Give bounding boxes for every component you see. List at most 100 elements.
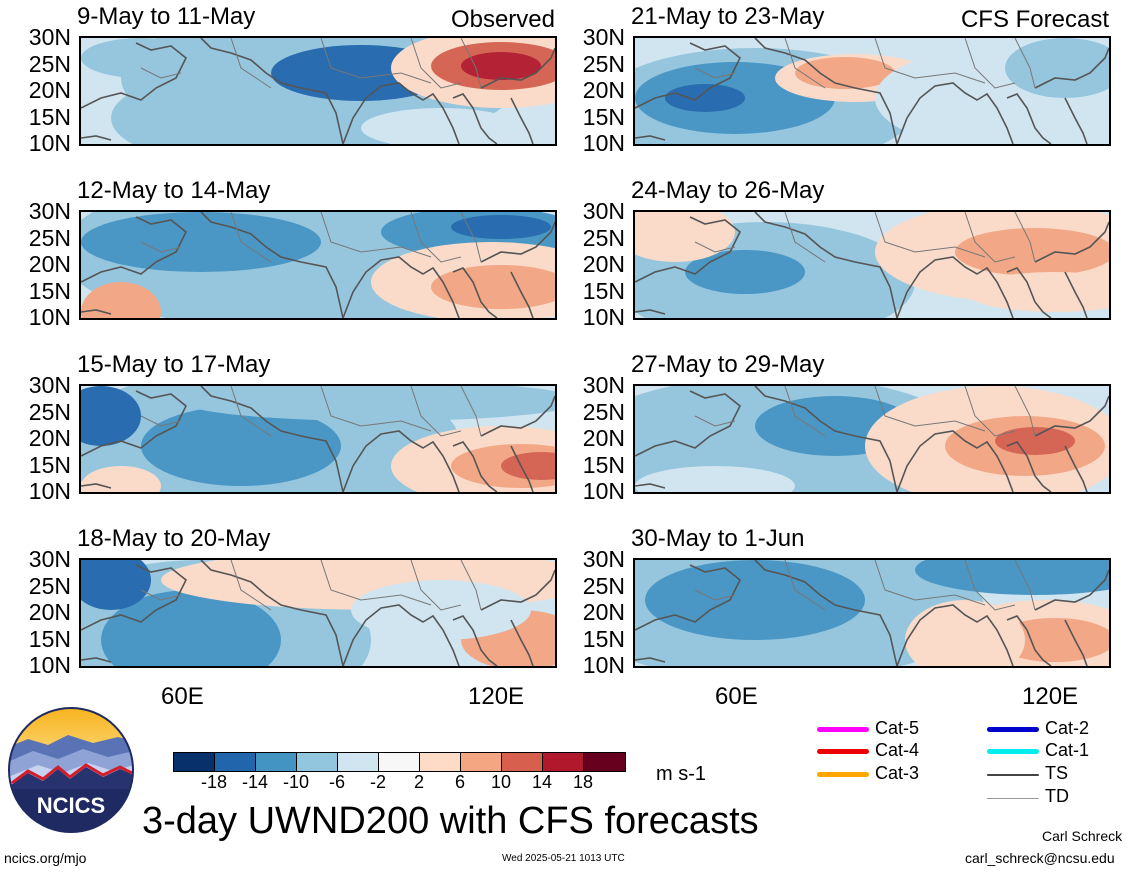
lat-tick-label: 30N — [582, 24, 625, 50]
colorbar-units: m s-1 — [656, 763, 706, 785]
lat-tick-label: 20N — [582, 251, 625, 277]
lat-tick-label: 30N — [28, 546, 71, 572]
colorbar-swatch — [543, 753, 584, 771]
panel-title: 15-May to 17-May — [77, 351, 271, 378]
lat-tick-label: 15N — [28, 103, 71, 130]
lon-tick-label: 60E — [161, 683, 204, 710]
lat-tick-label: 25N — [582, 398, 625, 425]
footer-timestamp: Wed 2025-05-21 1013 UTC — [502, 853, 625, 864]
lat-tick-label: 10N — [582, 130, 625, 156]
legend-label: Cat-4 — [875, 740, 920, 760]
lat-tick-label: 20N — [582, 77, 625, 103]
colorbar-tick-label: 2 — [413, 772, 424, 792]
lat-tick-label: 10N — [28, 304, 71, 330]
colorbar — [173, 752, 626, 772]
colorbar-swatch — [420, 753, 461, 771]
panel-title: 12-May to 14-May — [77, 177, 271, 204]
lat-tick-label: 10N — [28, 478, 71, 504]
lat-tick-label: 15N — [28, 277, 71, 304]
legend-line-cat-3 — [817, 772, 869, 777]
legend-label: TS — [1045, 763, 1069, 783]
lon-tick-label: 60E — [715, 683, 758, 710]
lon-tick-label: 120E — [1022, 683, 1079, 710]
ncics-logo: NCICS — [8, 707, 134, 833]
lat-tick-label: 15N — [28, 625, 71, 652]
lat-tick-label: 20N — [28, 77, 71, 103]
map-panel — [79, 36, 557, 146]
lat-tick-label: 15N — [582, 277, 625, 304]
legend-label: Cat-2 — [1045, 718, 1090, 738]
map-panel — [79, 384, 557, 494]
lat-tick-label: 15N — [582, 451, 625, 478]
map-panel — [633, 558, 1111, 668]
lat-tick-label: 30N — [582, 372, 625, 398]
legend-label: Cat-5 — [875, 718, 920, 738]
legend-line-cat-4 — [817, 749, 869, 754]
legend-line-cat-5 — [817, 727, 869, 732]
main-title: 3-day UWND200 with CFS forecasts — [142, 800, 759, 842]
colorbar-swatch — [297, 753, 338, 771]
lat-tick-label: 25N — [28, 50, 71, 77]
lat-tick-label: 15N — [582, 625, 625, 652]
lat-tick-label: 30N — [28, 372, 71, 398]
footer-email: carl_schreck@ncsu.edu — [965, 850, 1115, 866]
lat-tick-label: 20N — [582, 599, 625, 625]
panel-title: 30-May to 1-Jun — [631, 525, 805, 552]
lat-tick-label: 25N — [28, 398, 71, 425]
colorbar-swatch — [502, 753, 543, 771]
lat-tick-label: 10N — [582, 652, 625, 678]
lat-tick-label: 10N — [28, 652, 71, 678]
lat-tick-label: 15N — [28, 451, 71, 478]
panel-source-label: Observed — [450, 6, 555, 33]
legend-label: TD — [1045, 786, 1069, 806]
footer-url: ncics.org/mjo — [4, 850, 87, 866]
panel-title: 9-May to 11-May — [77, 3, 256, 30]
lon-tick-label: 120E — [468, 683, 525, 710]
map-panel — [633, 36, 1111, 146]
colorbar-tick-label: -6 — [328, 772, 345, 792]
colorbar-swatch — [584, 753, 625, 771]
lat-tick-label: 25N — [582, 50, 625, 77]
map-panel — [633, 384, 1111, 494]
panel-title: 18-May to 20-May — [77, 525, 271, 552]
colorbar-swatch — [174, 753, 215, 771]
legend-line-ts — [987, 774, 1039, 776]
legend-line-cat-1 — [987, 749, 1039, 754]
colorbar-swatch — [461, 753, 502, 771]
colorbar-tick-label: 18 — [572, 772, 594, 792]
panel-source-label: CFS Forecast — [960, 6, 1109, 33]
panel-title: 24-May to 26-May — [631, 177, 825, 204]
lat-tick-label: 30N — [582, 198, 625, 224]
lat-tick-label: 10N — [582, 304, 625, 330]
lat-tick-label: 20N — [28, 251, 71, 277]
lat-tick-label: 25N — [28, 224, 71, 251]
lat-tick-label: 25N — [582, 224, 625, 251]
lat-tick-label: 20N — [582, 425, 625, 451]
lat-tick-label: 10N — [582, 478, 625, 504]
colorbar-swatch — [379, 753, 420, 771]
legend-line-td — [987, 798, 1039, 799]
lat-tick-label: 25N — [582, 572, 625, 599]
map-panel — [79, 558, 557, 668]
lat-tick-label: 15N — [582, 103, 625, 130]
lat-tick-label: 30N — [28, 198, 71, 224]
colorbar-tick-label: -14 — [241, 772, 268, 792]
lat-tick-label: 20N — [28, 599, 71, 625]
legend-label: Cat-3 — [875, 763, 920, 783]
colorbar-tick-label: -18 — [200, 772, 227, 792]
colorbar-tick-label: 6 — [454, 772, 465, 792]
map-panel — [633, 210, 1111, 320]
footer-author: Carl Schreck — [1042, 828, 1123, 844]
legend-line-cat-2 — [987, 727, 1039, 732]
colorbar-tick-label: 10 — [490, 772, 512, 792]
legend-label: Cat-1 — [1045, 740, 1090, 760]
colorbar-swatch — [256, 753, 297, 771]
lat-tick-label: 10N — [28, 130, 71, 156]
lat-tick-label: 30N — [28, 24, 71, 50]
map-panel — [79, 210, 557, 320]
colorbar-tick-label: -10 — [282, 772, 309, 792]
panel-title: 27-May to 29-May — [631, 351, 825, 378]
colorbar-swatch — [338, 753, 379, 771]
lat-tick-label: 25N — [28, 572, 71, 599]
lat-tick-label: 20N — [28, 425, 71, 451]
